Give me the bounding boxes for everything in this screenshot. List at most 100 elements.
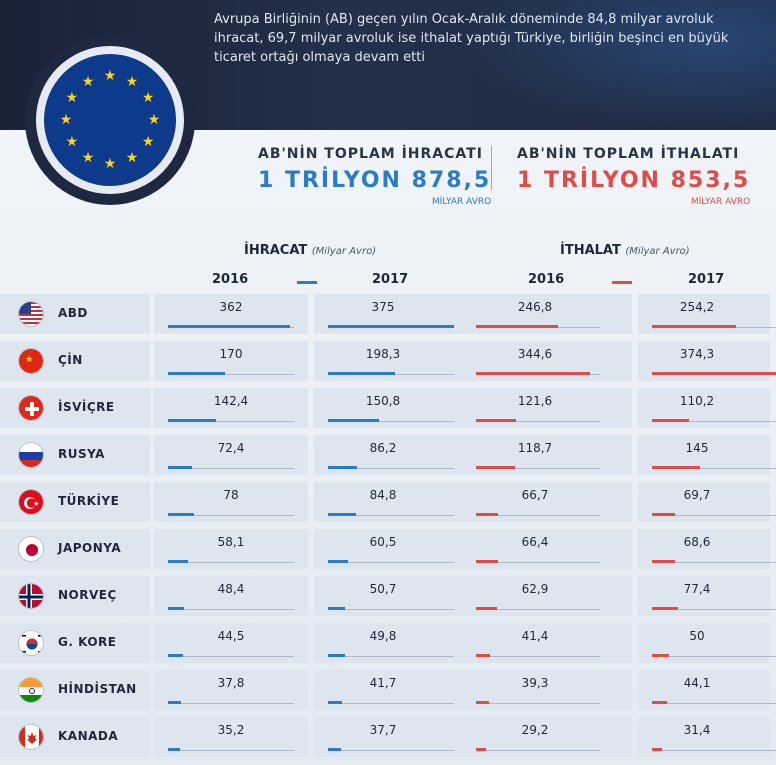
bar-track [328,562,454,563]
bar-track [476,515,600,516]
bar-track [476,703,600,704]
data-label: 198,3 [365,347,401,361]
bar-track [328,468,454,469]
import-2017-bar [652,372,776,375]
table-row: ★ TÜRKİYE 78 84,8 66,7 69,7 [0,482,776,522]
export-2017-bar [328,372,395,375]
country-name: JAPONYA [58,541,122,555]
data-label: 31,4 [683,723,711,737]
import-2017-bar [652,654,669,657]
export-year-2016: 2016 [212,272,249,287]
data-label: 44,5 [217,629,245,643]
data-label: 86,2 [369,441,397,455]
import-total-label: AB'NİN TOPLAM İTHALATI [517,146,740,162]
import-2016-bar [476,748,486,751]
table-row: JAPONYA 58,1 60,5 66,4 68,6 [0,529,776,569]
export-year-dash [297,281,317,284]
data-label: 41,4 [521,629,549,643]
bar-track [168,609,294,610]
norway-flag-icon [18,583,44,609]
export-2016-bar [168,560,188,563]
import-2017-bar [652,607,678,610]
export-2017-bar [328,466,357,469]
bar-track [328,750,454,751]
table-row: KANADA 35,2 37,7 29,2 31,4 [0,717,776,757]
country-name: G. KORE [58,635,117,649]
import-2016-bar [476,466,516,469]
export-2016-bar [168,325,290,328]
bar-track [328,515,454,516]
bar-track [652,468,776,469]
data-label: 50 [689,629,705,643]
svg-text:★: ★ [33,500,39,508]
india-flag-icon [18,677,44,703]
table-row: İSVİÇRE 142,4 150,8 121,6 110,2 [0,388,776,428]
data-label: 62,9 [521,582,549,596]
bar-track [476,609,600,610]
export-year-2017: 2017 [372,272,409,287]
data-label: 41,7 [369,676,397,690]
bar-track [168,750,294,751]
export-2016-bar [168,513,195,516]
export-2016-bar [168,654,183,657]
data-label: 362 [219,300,243,314]
bar-track [168,656,294,657]
bar-track [652,750,776,751]
south-korea-flag-icon [18,630,44,656]
export-2017-bar [328,513,357,516]
bar-track [168,515,294,516]
import-2016-bar [476,325,558,328]
eu-star-icon: ★ [125,73,139,90]
export-total-unit: MİLYAR AVRO [431,197,492,207]
export-2016-bar [168,419,216,422]
export-total-label: AB'NİN TOPLAM İHRACATI [258,146,483,162]
export-total: AB'NİN TOPLAM İHRACATI 1 TRİLYON 878,5 M… [258,146,491,207]
data-label: 44,1 [683,676,711,690]
data-label: 84,8 [369,488,397,502]
us-flag-icon [18,301,44,327]
table-row: NORVEÇ 48,4 50,7 62,9 77,4 [0,576,776,616]
export-2016-bar [168,701,181,704]
data-label: 145 [685,441,709,455]
country-name: ÇİN [58,353,83,367]
bar-track [168,562,294,563]
data-label: 78 [223,488,239,502]
data-label: 49,8 [369,629,397,643]
export-2016-bar [168,748,180,751]
import-2017-bar [652,560,675,563]
export-2016-bar [168,607,185,610]
bar-track [476,750,600,751]
data-label: 121,6 [517,394,553,408]
svg-text:★: ★ [25,355,33,365]
data-label: 66,7 [521,488,549,502]
turkey-flag-icon: ★ [18,489,44,515]
data-label: 58,1 [217,535,245,549]
canada-flag-icon [18,724,44,750]
bar-track [476,656,600,657]
bar-track [328,703,454,704]
export-2016-bar [168,372,226,375]
eu-star-icon: ★ [141,90,155,106]
bar-track [328,609,454,610]
russia-flag-icon [18,442,44,468]
import-2016-bar [476,654,490,657]
import-2017-bar [652,701,667,704]
bar-track [168,374,294,375]
table-row: RUSYA 72,4 86,2 118,7 145 [0,435,776,475]
data-label: 60,5 [369,535,397,549]
export-group-unit: (Milyar Avro) [311,246,377,257]
export-group-title: İHRACAT (Milyar Avro) [244,243,376,258]
data-label: 35,2 [217,723,245,737]
data-label: 150,8 [365,394,401,408]
data-label: 68,6 [683,535,711,549]
table-row: HİNDİSTAN 37,8 41,7 39,3 44,1 [0,670,776,710]
banner-glow [456,0,776,130]
eu-star-icon: ★ [125,150,139,167]
import-year-dash [612,281,632,284]
table-row: ★ ÇİN 170 198,3 344,6 374,3 [0,341,776,381]
import-group-title: İTHALAT (Milyar Avro) [560,243,690,258]
data-label: 375 [371,300,395,314]
eu-star-icon: ★ [103,156,117,172]
data-label: 170 [219,347,243,361]
data-label: 344,6 [517,347,553,361]
